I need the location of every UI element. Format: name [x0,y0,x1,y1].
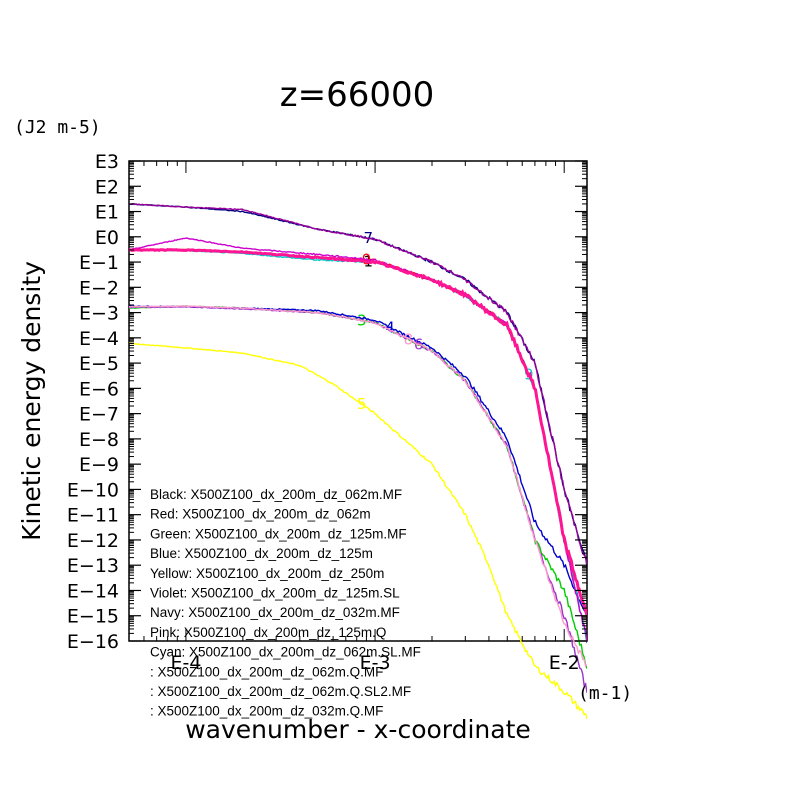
series-line [129,237,587,643]
y-tick-label: E1 [95,202,119,224]
y-tick-label: E−3 [79,303,119,325]
y-tick-label: E−15 [67,606,119,628]
y-tick-label: E−4 [79,328,119,350]
series-line [129,203,587,566]
y-tick-label: E2 [95,176,119,198]
series-line [129,249,587,644]
y-tick-label: E−6 [79,378,119,400]
chart-title: z=66000 [280,75,435,115]
y-tick-label: E−1 [79,252,119,274]
x-tick-label: E-2 [549,652,580,674]
x-tick-label: E-4 [170,652,201,674]
series-marker: 5 [357,395,367,413]
legend-entry: Pink: X500Z100_dx_200m_dz_125m.Q [150,625,386,640]
y-tick-label: E−10 [67,479,119,501]
y-tick-label: E−13 [67,555,119,577]
y-unit-label: (J2 m-5) [14,117,101,138]
series-line [129,305,587,668]
series-marker: 4 [385,318,395,336]
y-tick-label: E−14 [67,580,119,602]
series-marker: 8 [404,330,414,348]
y-axis-label: Kinetic energy density [17,261,46,541]
y-tick-label: E−8 [79,429,119,451]
y-tick-label: E−11 [67,505,119,527]
legend-entry: Green: X500Z100_dx_200m_dz_125m.MF [150,526,407,541]
x-tick-label: E-3 [360,652,391,674]
legend-entry: : X500Z100_dx_200m_dz_062m.Q.SL2.MF [150,684,411,699]
series-line [129,342,587,720]
y-tick-label: E−16 [67,631,119,653]
legend-entry: Blue: X500Z100_dx_200m_dz_125m [150,546,373,561]
y-tick-label: E−5 [79,353,119,375]
legend-entry: Yellow: X500Z100_dx_200m_dz_250m [150,566,384,581]
legend-entry: Black: X500Z100_dx_200m_dz_062m.MF [150,487,402,502]
y-tick-label: E−2 [79,277,119,299]
legend-entry: : X500Z100_dx_200m_dz_032m.Q.MF [150,704,383,719]
x-axis-label: wavenumber - x-coordinate [185,715,531,744]
x-unit-label: (m-1) [578,683,632,704]
y-tick-label: E3 [95,151,119,173]
legend-entry: Navy: X500Z100_dx_200m_dz_032m.MF [150,605,400,620]
y-tick-label: E−9 [79,454,119,476]
y-tick-label: E−12 [67,530,119,552]
legend-entry: Red: X500Z100_dx_200m_dz_062m [150,507,371,522]
y-tick-label: E−7 [79,404,119,426]
legend-entry: Cyan: X500Z100_dx_200m_dz_062m.SL.MF [150,645,421,660]
plot-frame [128,160,588,642]
y-tick-label: E0 [95,227,119,249]
series-line [129,248,587,616]
legend-entry: : X500Z100_dx_200m_dz_062m.Q.MF [150,664,383,679]
legend-entry: Violet: X500Z100_dx_200m_dz_125m.SL [150,586,400,601]
series-line [129,248,587,619]
